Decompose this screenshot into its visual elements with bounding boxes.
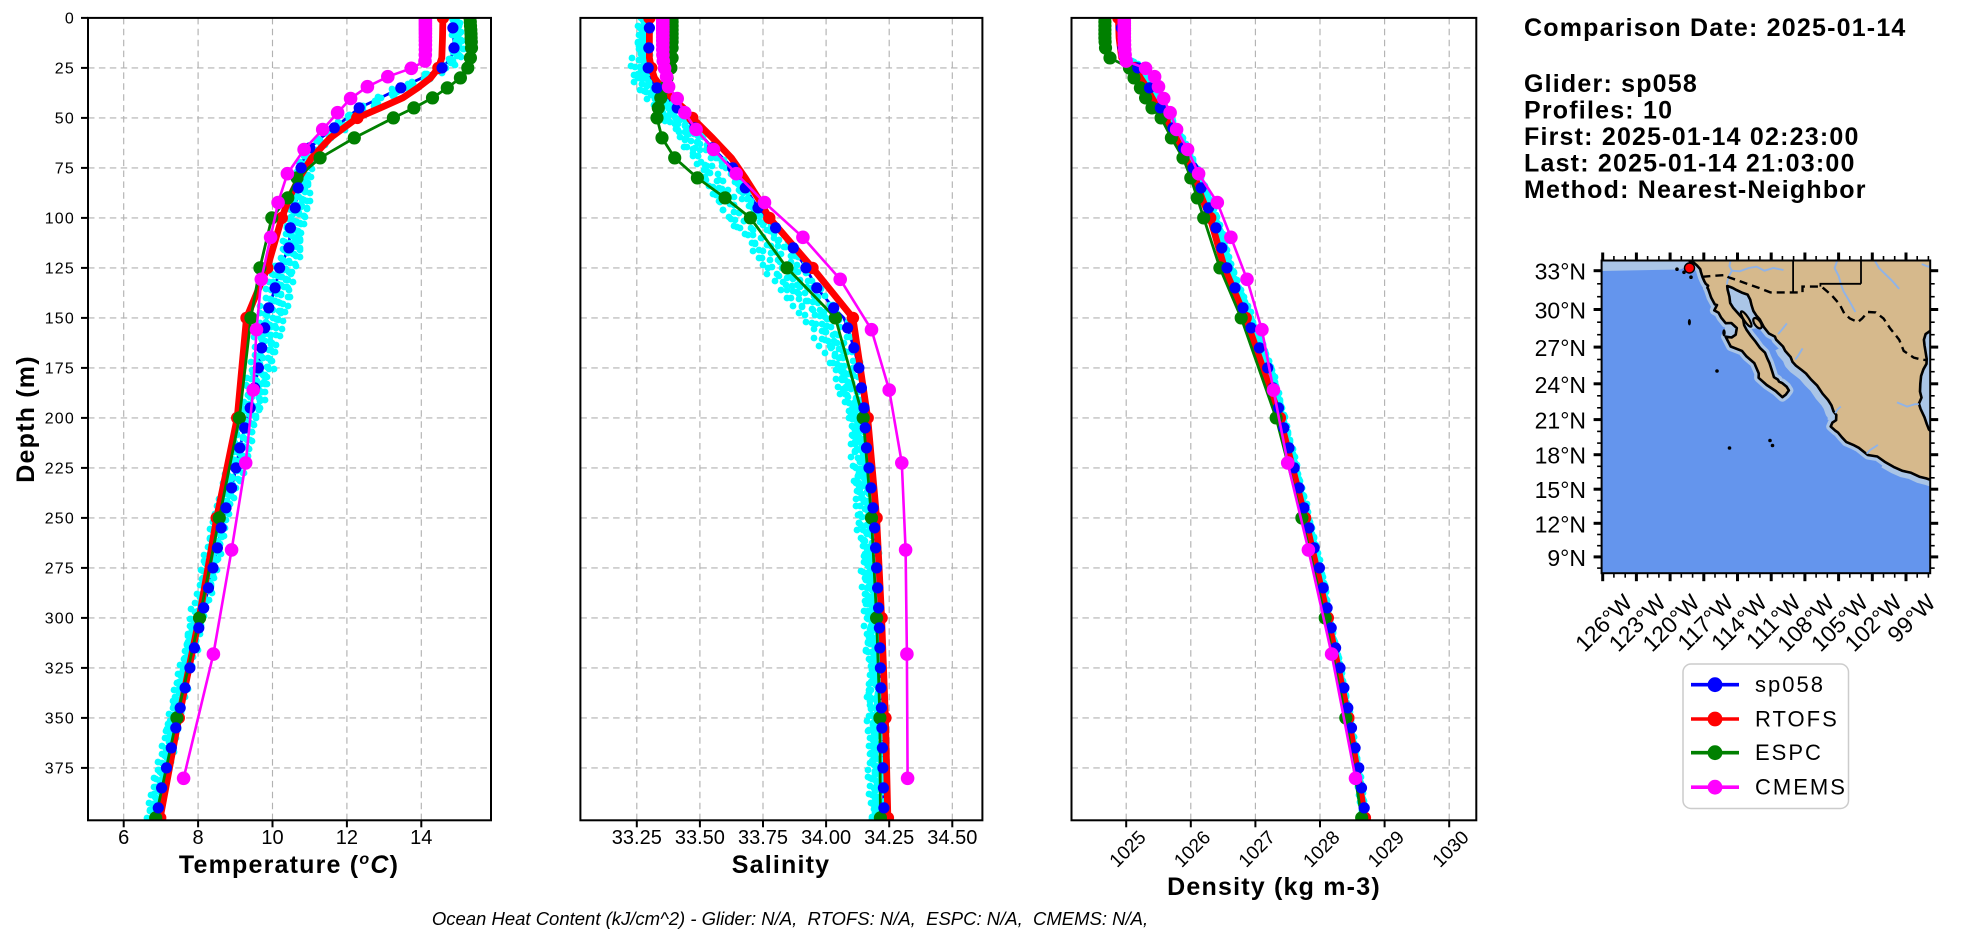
svg-text:Density (kg m-3): Density (kg m-3) bbox=[1167, 873, 1381, 901]
svg-text:125: 125 bbox=[45, 260, 75, 277]
svg-text:12: 12 bbox=[336, 827, 358, 849]
svg-text:34.00: 34.00 bbox=[801, 827, 851, 849]
svg-text:150: 150 bbox=[45, 310, 75, 327]
svg-text:18°N: 18°N bbox=[1535, 443, 1586, 469]
svg-text:34.50: 34.50 bbox=[927, 827, 977, 849]
svg-text:50: 50 bbox=[55, 110, 75, 127]
svg-text:14: 14 bbox=[410, 827, 432, 849]
svg-text:9°N: 9°N bbox=[1547, 545, 1586, 571]
svg-text:300: 300 bbox=[45, 610, 75, 627]
svg-text:0: 0 bbox=[65, 10, 75, 27]
svg-text:Profiles: 10: Profiles: 10 bbox=[1524, 97, 1673, 125]
svg-text:Comparison Date: 2025-01-14: Comparison Date: 2025-01-14 bbox=[1524, 14, 1907, 42]
svg-text:Method: Nearest-Neighbor: Method: Nearest-Neighbor bbox=[1524, 176, 1867, 204]
svg-text:275: 275 bbox=[45, 560, 75, 577]
svg-text:34.25: 34.25 bbox=[864, 827, 914, 849]
svg-text:Salinity: Salinity bbox=[732, 851, 831, 879]
svg-text:27°N: 27°N bbox=[1535, 335, 1586, 361]
svg-text:8: 8 bbox=[193, 827, 204, 849]
svg-text:250: 250 bbox=[45, 510, 75, 527]
svg-text:21°N: 21°N bbox=[1535, 408, 1586, 434]
svg-text:Ocean Heat Content (kJ/cm^2) -: Ocean Heat Content (kJ/cm^2) - Glider: N… bbox=[432, 908, 1148, 929]
svg-text:33.25: 33.25 bbox=[612, 827, 662, 849]
svg-text:24°N: 24°N bbox=[1535, 372, 1586, 398]
svg-text:Depth (m): Depth (m) bbox=[12, 355, 40, 482]
svg-text:12°N: 12°N bbox=[1535, 511, 1586, 537]
svg-text:33.75: 33.75 bbox=[738, 827, 788, 849]
svg-text:33°N: 33°N bbox=[1535, 259, 1586, 285]
svg-text:33.50: 33.50 bbox=[675, 827, 725, 849]
svg-text:325: 325 bbox=[45, 660, 75, 677]
svg-text:10: 10 bbox=[261, 827, 283, 849]
svg-text:First: 2025-01-14 02:23:00: First: 2025-01-14 02:23:00 bbox=[1524, 123, 1860, 151]
svg-text:375: 375 bbox=[45, 760, 75, 777]
svg-text:Last: 2025-01-14 21:03:00: Last: 2025-01-14 21:03:00 bbox=[1524, 150, 1856, 178]
svg-text:75: 75 bbox=[55, 160, 75, 177]
svg-text:ESPC: ESPC bbox=[1755, 740, 1823, 765]
svg-text:30°N: 30°N bbox=[1535, 298, 1586, 324]
svg-text:6: 6 bbox=[118, 827, 129, 849]
svg-text:100: 100 bbox=[45, 210, 75, 227]
svg-text:350: 350 bbox=[45, 710, 75, 727]
svg-text:RTOFS: RTOFS bbox=[1755, 707, 1839, 732]
svg-text:175: 175 bbox=[45, 360, 75, 377]
svg-text:200: 200 bbox=[45, 410, 75, 427]
svg-text:225: 225 bbox=[45, 460, 75, 477]
svg-text:CMEMS: CMEMS bbox=[1755, 775, 1847, 800]
svg-text:sp058: sp058 bbox=[1755, 672, 1825, 697]
svg-text:25: 25 bbox=[55, 60, 75, 77]
svg-text:Glider: sp058: Glider: sp058 bbox=[1524, 70, 1698, 98]
svg-text:15°N: 15°N bbox=[1535, 477, 1586, 503]
